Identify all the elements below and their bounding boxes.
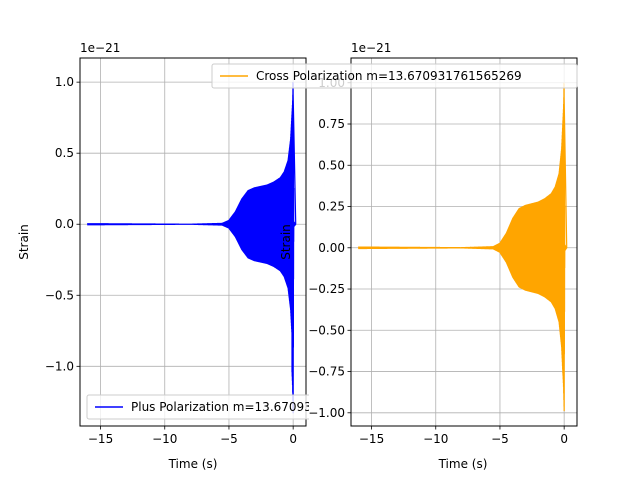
legend-entry-plus-polarization: Plus Polarization m=13.670931761565269 xyxy=(131,400,388,414)
x-tick-label: −15 xyxy=(359,432,384,446)
y-tick-label: 0.50 xyxy=(318,158,345,172)
x-tick-label: 0 xyxy=(289,432,297,446)
plot1-x-ticks: −15 −10 −5 0 xyxy=(359,426,568,446)
x-tick-label: −5 xyxy=(491,432,509,446)
series-line xyxy=(87,82,297,414)
y-tick-label: −0.75 xyxy=(308,365,345,379)
y-tick-label: 0.25 xyxy=(318,200,345,214)
x-tick-label: −10 xyxy=(423,432,448,446)
x-tick-label: 0 xyxy=(560,432,568,446)
y-tick-label: −1.0 xyxy=(45,359,74,373)
cross-polarization-legend: Cross Polarization m=13.670931761565269 xyxy=(211,63,578,89)
y-tick-label: 0.75 xyxy=(318,117,345,131)
plot0-axes-frame xyxy=(79,57,307,427)
plot1-axes-frame xyxy=(350,57,578,427)
y-tick-label: 1.0 xyxy=(55,75,74,89)
series-line xyxy=(358,82,568,412)
plot0-y-axis-label: Strain xyxy=(17,224,31,260)
plus-polarization-legend: Plus Polarization m=13.670931761565269 xyxy=(86,394,388,420)
plot0-offset-text: 1e−21 xyxy=(80,41,120,55)
plot0-series-layer xyxy=(87,82,297,414)
plot0-x-axis-label: Time (s) xyxy=(168,457,218,471)
y-tick-label: −0.50 xyxy=(308,323,345,337)
y-tick-label: −0.5 xyxy=(45,288,74,302)
x-tick-label: −15 xyxy=(88,432,113,446)
y-tick-label: 0.00 xyxy=(318,241,345,255)
y-tick-label: −0.25 xyxy=(308,282,345,296)
y-tick-label: 0.0 xyxy=(55,217,74,231)
legend-box xyxy=(211,63,578,89)
x-tick-label: −5 xyxy=(220,432,238,446)
y-tick-label: 0.5 xyxy=(55,146,74,160)
plot1-offset-text: 1e−21 xyxy=(351,41,391,55)
plot1-series-layer xyxy=(358,82,568,412)
plot0-x-ticks: −15 −10 −5 0 xyxy=(88,426,297,446)
plot0-y-ticks: 1.0 0.5 0.0 −0.5 −1.0 xyxy=(45,75,80,373)
y-tick-label: −1.00 xyxy=(308,406,345,420)
legend-entry-cross-polarization: Cross Polarization m=13.670931761565269 xyxy=(256,69,522,83)
plus-polarization-subplot: −15 −10 −5 0 1.0 0.5 0.0 −0.5 −1.0 1e−21 Time (… xyxy=(17,41,307,471)
plot1-y-axis-label: Strain xyxy=(279,224,293,260)
plot1-x-axis-label: Time (s) xyxy=(438,457,488,471)
x-tick-label: −10 xyxy=(152,432,177,446)
legend-box xyxy=(86,394,309,420)
